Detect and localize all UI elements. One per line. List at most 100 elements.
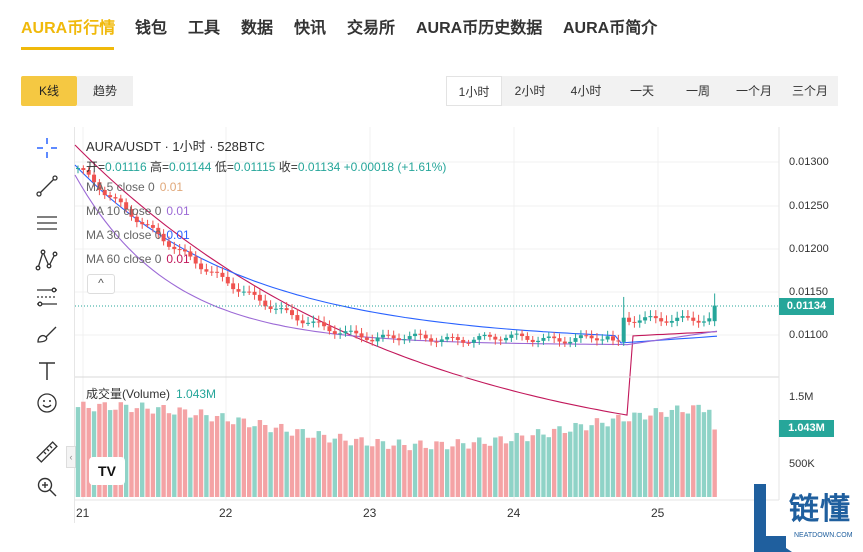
volume-bar <box>107 410 113 497</box>
low-label: 低= <box>214 160 234 174</box>
volume-bar <box>589 425 594 497</box>
candle-body <box>290 310 294 316</box>
volume-bar <box>91 411 97 497</box>
candle-body <box>530 339 535 343</box>
candle-body <box>268 306 273 310</box>
volume-bar <box>214 415 220 497</box>
candle-body <box>616 340 621 342</box>
period-1d[interactable]: 一天 <box>614 76 670 106</box>
nav-aura-market[interactable]: AURA币行情 <box>21 20 116 37</box>
ruler-icon[interactable] <box>33 438 61 466</box>
time-tick: 23 <box>363 506 377 520</box>
candle-body <box>257 294 262 301</box>
candle-body <box>632 321 637 323</box>
crosshair-icon[interactable] <box>33 134 61 162</box>
trend-line-icon[interactable] <box>33 172 61 200</box>
candle-body <box>380 334 385 338</box>
collapse-toolbar-icon[interactable]: ‹ <box>66 446 76 468</box>
volume-bar <box>289 435 295 497</box>
volume-bar <box>113 409 118 497</box>
candle-body <box>145 224 150 226</box>
volume-bar <box>396 439 402 497</box>
kline-button[interactable]: K线 <box>21 76 77 106</box>
text-icon[interactable] <box>33 357 61 385</box>
candle-body <box>584 335 589 337</box>
price-tick: 0.01300 <box>789 156 829 168</box>
nav-news[interactable]: 快讯 <box>294 20 327 37</box>
volume-bar <box>541 434 546 497</box>
volume-bar <box>177 407 182 497</box>
period-3m[interactable]: 三个月 <box>782 76 838 106</box>
volume-bar <box>145 408 150 497</box>
candle-body <box>685 316 690 318</box>
volume-bar <box>257 420 263 497</box>
candle-body <box>215 271 220 273</box>
nav-wallet[interactable]: 钱包 <box>135 20 168 37</box>
candle-body <box>348 330 353 332</box>
candle-body <box>520 333 525 337</box>
zoom-icon[interactable] <box>33 473 61 501</box>
candle-body <box>605 336 610 340</box>
period-1h[interactable]: 1小时 <box>446 76 502 106</box>
volume-bar <box>487 445 493 497</box>
candle-body <box>231 283 236 290</box>
period-1m[interactable]: 一个月 <box>726 76 782 106</box>
watermark-l-icon <box>754 484 792 552</box>
candle-body <box>707 318 712 322</box>
tradingview-logo: TV <box>89 457 125 485</box>
candle-body <box>391 335 396 339</box>
volume-bar <box>386 448 391 497</box>
period-4h[interactable]: 4小时 <box>558 76 614 106</box>
volume-bar <box>407 450 412 497</box>
drawing-toolbar <box>22 127 72 523</box>
pattern-icon[interactable] <box>33 246 61 274</box>
candle-body <box>407 336 412 340</box>
time-tick: 21 <box>76 506 90 520</box>
candle-body <box>134 216 139 223</box>
volume-tick: 500K <box>789 458 815 470</box>
volume-bar <box>321 434 327 497</box>
nav-tools[interactable]: 工具 <box>188 20 221 37</box>
volume-bar <box>230 424 236 497</box>
volume-bar <box>343 440 348 497</box>
volume-bar <box>172 414 177 497</box>
nav-exchanges[interactable]: 交易所 <box>347 20 396 37</box>
candle-body <box>541 337 546 341</box>
candle-body <box>611 336 615 341</box>
volume-bar <box>150 413 156 497</box>
period-1w[interactable]: 一周 <box>670 76 726 106</box>
period-2h[interactable]: 2小时 <box>502 76 558 106</box>
nav-aura-history[interactable]: AURA币历史数据 <box>416 20 543 37</box>
volume-bar <box>241 418 247 497</box>
candle-body <box>546 336 551 338</box>
change-value: +0.00018 (+1.61%) <box>343 160 447 174</box>
emoji-icon[interactable] <box>33 389 61 417</box>
nav-aura-intro[interactable]: AURA币简介 <box>563 20 658 37</box>
candle-body <box>562 341 567 344</box>
volume-bar <box>161 405 166 497</box>
volume-bar <box>380 441 386 497</box>
candle-body <box>252 291 257 295</box>
volume-bar <box>509 441 514 497</box>
volume-bar <box>584 430 589 497</box>
nav-data[interactable]: 数据 <box>241 20 274 37</box>
horizontal-lines-icon[interactable] <box>33 209 61 237</box>
candle-body <box>487 334 492 337</box>
ma60-label: MA 60 close 0 <box>86 252 162 266</box>
volume-bar <box>477 437 482 497</box>
volume-bar <box>418 440 423 497</box>
volume-bar <box>712 429 717 497</box>
candle-body <box>418 333 423 335</box>
brush-icon[interactable] <box>33 320 61 348</box>
top-nav: AURA币行情 钱包 工具 数据 快讯 交易所 AURA币历史数据 AURA币简… <box>0 0 863 52</box>
candle-body <box>669 320 674 323</box>
volume-bar <box>140 402 145 497</box>
volume-bar <box>626 421 632 497</box>
trend-button[interactable]: 趋势 <box>77 76 133 106</box>
close-value: 0.01134 <box>297 160 341 174</box>
legend-collapse-icon[interactable]: ^ <box>87 274 115 294</box>
fib-icon[interactable] <box>33 283 61 311</box>
volume-bar <box>193 415 198 497</box>
volume-bar <box>247 427 252 497</box>
